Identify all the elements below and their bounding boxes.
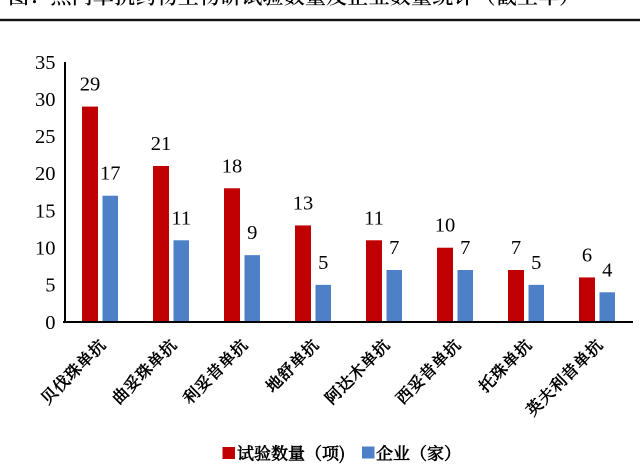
svg-text:10: 10: [435, 215, 456, 237]
svg-text:7: 7: [511, 237, 521, 259]
svg-text:6: 6: [582, 244, 592, 266]
svg-text:21: 21: [151, 133, 172, 155]
svg-text:17: 17: [100, 163, 121, 185]
svg-text:18: 18: [222, 155, 243, 177]
svg-text:11: 11: [171, 207, 191, 229]
svg-text:20: 20: [35, 163, 56, 185]
svg-text:29: 29: [80, 74, 101, 96]
svg-text:11: 11: [364, 207, 384, 229]
svg-text:7: 7: [389, 237, 399, 259]
svg-text:5: 5: [531, 252, 541, 274]
svg-text:25: 25: [35, 126, 56, 148]
svg-text:5: 5: [45, 275, 55, 297]
svg-text:4: 4: [602, 259, 612, 281]
svg-text:35: 35: [35, 52, 56, 74]
svg-text:15: 15: [35, 200, 56, 222]
svg-text:30: 30: [35, 89, 56, 111]
svg-text:10: 10: [35, 238, 56, 260]
svg-text:0: 0: [45, 312, 55, 334]
svg-text:13: 13: [293, 192, 314, 214]
svg-text:7: 7: [460, 237, 470, 259]
svg-text:9: 9: [247, 222, 257, 244]
svg-text:5: 5: [318, 252, 328, 274]
